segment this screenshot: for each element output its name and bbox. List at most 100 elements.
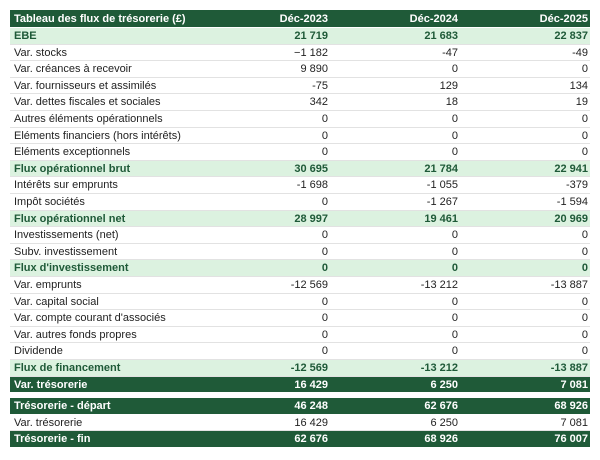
row-value: 0 xyxy=(451,262,458,275)
row-value: 22 837 xyxy=(554,30,588,42)
row-value: 9 890 xyxy=(300,63,328,76)
table-row: Trésorerie - départ 46 248 62 676 68 926 xyxy=(10,398,590,415)
row-value: 6 250 xyxy=(430,378,458,391)
header-year: Déc-2023 xyxy=(279,13,328,25)
row-label: Eléments exceptionnels xyxy=(14,146,131,159)
row-value: 0 xyxy=(581,129,588,142)
row-value: -1 267 xyxy=(426,196,458,208)
row-value: 62 676 xyxy=(294,433,328,446)
row-value: 0 xyxy=(581,295,588,308)
row-label: Intérêts sur emprunts xyxy=(14,179,118,192)
table-row: Flux opérationnel brut 30 695 21 784 22 941 xyxy=(10,160,590,178)
table-row: Flux d'investissement 0 0 0 xyxy=(10,260,590,277)
row-value: 134 xyxy=(569,79,588,92)
row-value: 6 250 xyxy=(430,416,458,429)
row-value: 129 xyxy=(439,79,458,92)
table-row: Investissements (net) 0 0 0 xyxy=(10,227,590,244)
table-row: Var. stocks −1 182 -47 -49 xyxy=(10,44,590,62)
row-value: 21 683 xyxy=(424,30,458,42)
row-value: −1 182 xyxy=(294,46,328,59)
row-value: -379 xyxy=(565,179,588,192)
row-label: Subv. investissement xyxy=(14,245,118,258)
row-value: 0 xyxy=(581,312,588,325)
row-value: 0 xyxy=(321,345,328,358)
row-value: 0 xyxy=(581,229,588,242)
row-value: 0 xyxy=(321,129,328,142)
table-row: Var. capital social 0 0 0 xyxy=(10,293,590,311)
row-value: -1 594 xyxy=(556,196,588,208)
row-value: 0 xyxy=(581,113,588,125)
row-label: Flux de financement xyxy=(14,362,121,374)
row-value: -13 887 xyxy=(550,362,588,374)
row-value: 0 xyxy=(451,345,458,358)
row-value: 0 xyxy=(321,295,328,308)
row-label: Autres éléments opérationnels xyxy=(14,113,163,125)
row-label: EBE xyxy=(14,30,37,42)
row-value: 62 676 xyxy=(424,400,458,412)
row-label: Var. stocks xyxy=(14,46,67,59)
row-value: 0 xyxy=(581,63,588,76)
row-value: 0 xyxy=(581,328,588,341)
row-value: 16 429 xyxy=(294,416,328,429)
row-value: 68 926 xyxy=(554,400,588,412)
row-value: 0 xyxy=(451,229,458,242)
row-label: Var. trésorerie xyxy=(14,378,88,391)
row-value: 0 xyxy=(321,328,328,341)
header-year: Déc-2025 xyxy=(539,13,588,25)
row-label: Impôt sociétés xyxy=(14,196,85,208)
row-label: Flux opérationnel brut xyxy=(14,162,131,175)
row-label: Flux d'investissement xyxy=(14,262,129,275)
table-row: Impôt sociétés 0 -1 267 -1 594 xyxy=(10,194,590,211)
table-row: Var. dettes fiscales et sociales 342 18 19 xyxy=(10,94,590,111)
row-value: 18 xyxy=(445,96,458,109)
table-row: Var. autres fonds propres 0 0 0 xyxy=(10,326,590,344)
row-value: 0 xyxy=(321,262,328,275)
table-row: Eléments financiers (hors intérêts) 0 0 0 xyxy=(10,127,590,145)
row-label: Flux opérationnel net xyxy=(14,212,126,225)
row-value: 0 xyxy=(321,196,328,208)
row-value: -75 xyxy=(312,79,328,92)
header-title: Tableau des flux de trésorerie (£) xyxy=(14,13,186,25)
table-row: Var. fournisseurs et assimilés -75 129 134 xyxy=(10,77,590,95)
row-value: -1 698 xyxy=(296,179,328,192)
row-value: 30 695 xyxy=(294,162,328,175)
row-value: -1 055 xyxy=(426,179,458,192)
row-label: Var. emprunts xyxy=(14,279,82,291)
table-row: Eléments exceptionnels 0 0 0 xyxy=(10,144,590,161)
row-label: Var. fournisseurs et assimilés xyxy=(14,79,157,92)
row-value: 0 xyxy=(451,295,458,308)
row-value: -12 569 xyxy=(290,279,328,291)
row-value: -47 xyxy=(442,46,458,59)
row-value: 7 081 xyxy=(560,416,588,429)
row-value: 0 xyxy=(581,146,588,159)
row-value: 76 007 xyxy=(554,433,588,446)
row-label: Trésorerie - fin xyxy=(14,433,91,446)
row-value: 0 xyxy=(451,312,458,325)
row-label: Var. autres fonds propres xyxy=(14,328,137,341)
row-label: Var. dettes fiscales et sociales xyxy=(14,96,161,109)
row-value: 0 xyxy=(581,345,588,358)
row-value: 20 969 xyxy=(554,212,588,225)
table-row: Var. trésorerie 16 429 6 250 7 081 xyxy=(10,414,590,432)
row-value: 0 xyxy=(451,129,458,142)
row-label: Eléments financiers (hors intérêts) xyxy=(14,129,181,142)
row-value: 0 xyxy=(321,312,328,325)
table-row: EBE 21 719 21 683 22 837 xyxy=(10,28,590,45)
row-value: 28 997 xyxy=(294,212,328,225)
row-value: 0 xyxy=(451,146,458,159)
row-value: 19 xyxy=(575,96,588,109)
row-value: 342 xyxy=(309,96,328,109)
table-row: Flux de financement -12 569 -13 212 -13 887 xyxy=(10,360,590,377)
row-value: -13 212 xyxy=(420,362,458,374)
row-value: -49 xyxy=(572,46,588,59)
row-label: Trésorerie - départ xyxy=(14,400,111,412)
row-value: 0 xyxy=(321,113,328,125)
row-label: Var. compte courant d'associés xyxy=(14,312,166,325)
row-value: 0 xyxy=(321,245,328,258)
row-value: 0 xyxy=(451,328,458,341)
header-row: Tableau des flux de trésorerie (£) Déc-20… xyxy=(10,10,590,28)
row-value: 0 xyxy=(451,113,458,125)
table-row: Subv. investissement 0 0 0 xyxy=(10,243,590,261)
table-row: Var. emprunts -12 569 -13 212 -13 887 xyxy=(10,277,590,294)
